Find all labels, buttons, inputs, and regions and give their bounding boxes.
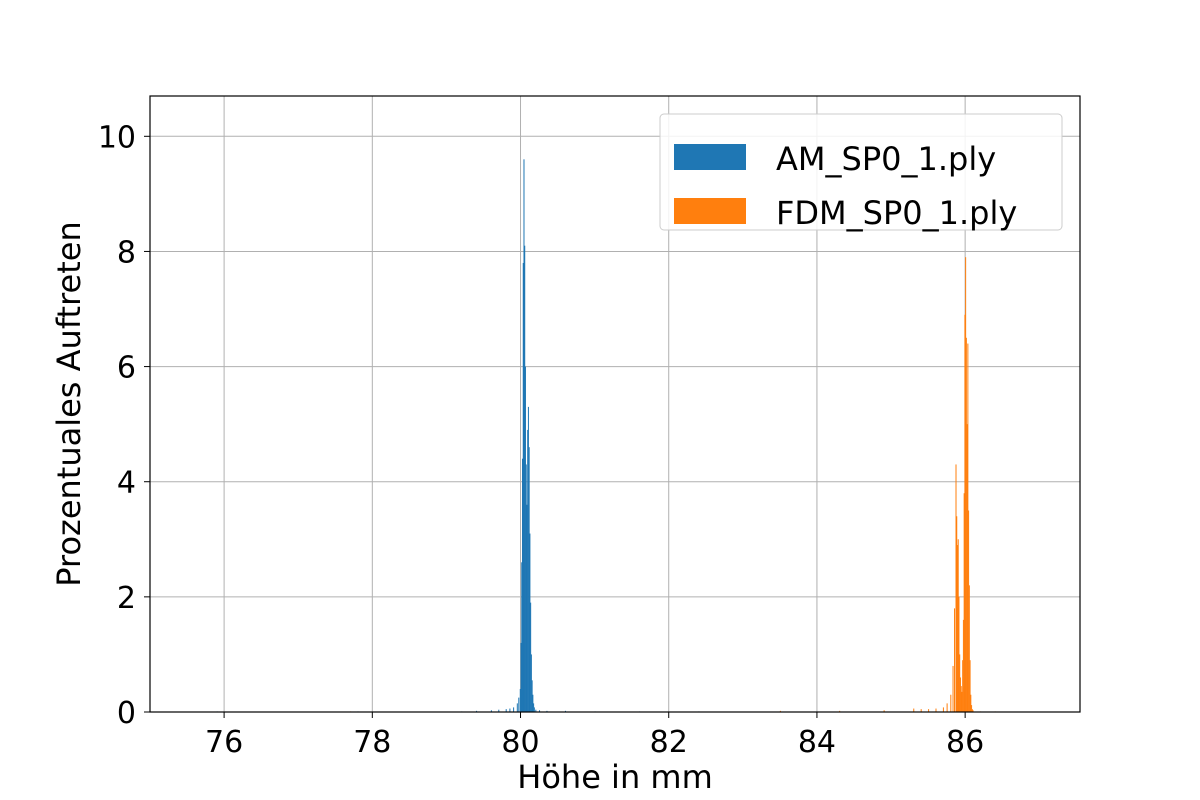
histogram-bar — [509, 708, 511, 712]
y-tick-label: 10 — [98, 120, 136, 155]
histogram-bar — [533, 703, 535, 712]
x-tick-label: 76 — [205, 725, 243, 760]
y-tick-label: 4 — [117, 466, 136, 501]
histogram-bar — [519, 688, 521, 712]
histogram-bar — [942, 707, 944, 712]
y-tick-label: 6 — [117, 351, 136, 386]
x-tick-label: 80 — [501, 725, 539, 760]
histogram-bar — [524, 366, 526, 712]
histogram-bar — [513, 707, 515, 712]
histogram-bar — [490, 710, 492, 712]
histogram-bar — [523, 159, 525, 713]
y-tick-label: 2 — [117, 581, 136, 616]
histogram-bar — [971, 709, 973, 712]
histogram-bar — [965, 337, 967, 712]
plot-frame — [149, 95, 1081, 713]
histogram-bar — [528, 447, 530, 712]
histogram-bars — [216, 159, 996, 713]
histogram-bar — [956, 516, 958, 712]
legend-swatch — [674, 144, 746, 170]
histogram-bar — [522, 262, 524, 712]
histogram-bar — [956, 545, 958, 712]
y-axis-label: Prozentuales Auftreten — [50, 221, 88, 586]
histogram-bar — [516, 703, 518, 712]
legend-label: AM_SP0_1.ply — [776, 140, 996, 178]
histogram-bar — [535, 709, 537, 712]
histogram-bar — [963, 493, 965, 712]
histogram-bar — [962, 619, 964, 712]
histogram-bar — [533, 707, 535, 712]
histogram-bar — [952, 665, 954, 712]
histogram-bar — [960, 686, 962, 712]
histogram-bar — [967, 343, 969, 712]
histogram-bar — [505, 709, 507, 712]
histogram-bar — [532, 694, 534, 712]
histogram-bar — [913, 708, 915, 712]
histogram-bar — [527, 406, 529, 712]
histogram-bar — [969, 660, 971, 712]
histogram-bar — [530, 654, 532, 712]
series-1-bars — [216, 159, 700, 713]
histogram-bar — [530, 602, 532, 712]
histogram-bar — [955, 464, 957, 712]
histogram-bar — [959, 654, 961, 712]
histogram-bar — [961, 691, 963, 712]
histogram-bar — [970, 694, 972, 712]
histogram-bar — [959, 677, 961, 712]
histogram-bar — [527, 429, 529, 712]
x-axis-label: Höhe in mm — [517, 758, 712, 796]
histogram-bar — [524, 245, 526, 712]
y-tick-label: 8 — [117, 235, 136, 270]
histogram-bar — [525, 464, 527, 712]
histogram-bar — [935, 708, 937, 712]
legend-box — [659, 113, 1063, 231]
x-tick-label: 86 — [946, 725, 984, 760]
histogram-bar — [972, 710, 974, 712]
legend-swatch — [674, 198, 746, 224]
histogram-bar — [966, 424, 968, 712]
x-tick-label: 84 — [798, 725, 836, 760]
histogram-bar — [965, 257, 967, 712]
histogram-bar — [971, 705, 973, 712]
histogram-bar — [529, 533, 531, 712]
histogram-bar — [520, 642, 522, 712]
x-tick-label: 82 — [650, 725, 688, 760]
histogram-bar — [957, 539, 959, 712]
histogram-bar — [522, 458, 523, 712]
x-tick-label: 78 — [353, 725, 391, 760]
histogram-bar — [964, 314, 966, 712]
histogram-bar — [518, 697, 520, 712]
axis-ticks: 76 78 80 82 84 86 0 2 4 6 8 10 — [98, 120, 984, 760]
histogram-bar — [526, 504, 528, 712]
legend-label: FDM_SP0_1.ply — [776, 194, 1017, 232]
series-2-bars — [350, 257, 996, 713]
histogram-bar — [968, 585, 970, 712]
histogram-bar — [928, 709, 930, 712]
histogram-bar — [883, 710, 885, 712]
histogram-bar — [946, 703, 948, 712]
histogram-bar — [950, 694, 952, 712]
y-tick-label: 0 — [117, 696, 136, 731]
legend: AM_SP0_1.ply FDM_SP0_1.ply — [659, 113, 1063, 232]
histogram-bar — [531, 680, 533, 712]
histogram-bar — [968, 510, 970, 712]
histogram-bar — [521, 562, 523, 712]
histogram-bar — [954, 608, 956, 712]
histogram-bar — [920, 709, 922, 712]
histogram-bar — [498, 709, 500, 712]
histogram-bar — [962, 660, 964, 712]
histogram-bar — [958, 596, 960, 712]
histogram-bar — [539, 710, 541, 712]
